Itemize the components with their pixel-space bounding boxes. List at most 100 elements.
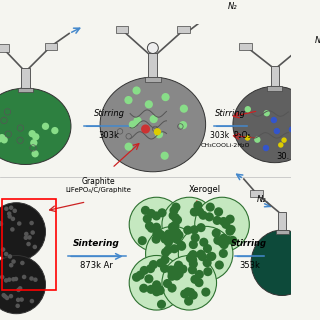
Circle shape	[152, 212, 161, 220]
Circle shape	[179, 121, 187, 129]
Circle shape	[51, 127, 59, 134]
Circle shape	[170, 244, 179, 253]
Circle shape	[18, 286, 22, 291]
Bar	[116, 26, 128, 34]
Bar	[276, 230, 289, 234]
Circle shape	[274, 128, 280, 134]
Circle shape	[27, 235, 32, 240]
Bar	[44, 43, 57, 50]
Circle shape	[146, 226, 200, 281]
Circle shape	[167, 272, 177, 281]
Circle shape	[33, 245, 37, 249]
Circle shape	[174, 231, 184, 240]
Circle shape	[0, 220, 2, 225]
Circle shape	[189, 291, 198, 300]
Circle shape	[174, 260, 183, 270]
Text: 303k  P₂O₅: 303k P₂O₅	[210, 131, 251, 140]
Circle shape	[180, 105, 188, 113]
Circle shape	[9, 205, 13, 210]
Circle shape	[7, 214, 12, 219]
Circle shape	[264, 110, 270, 116]
Circle shape	[148, 43, 158, 53]
Circle shape	[15, 304, 20, 308]
Circle shape	[145, 100, 153, 108]
Circle shape	[136, 271, 145, 280]
Bar	[18, 88, 33, 92]
Bar	[278, 212, 286, 230]
Circle shape	[132, 86, 141, 95]
Circle shape	[189, 240, 198, 249]
Circle shape	[213, 236, 222, 245]
Circle shape	[172, 235, 182, 244]
Circle shape	[9, 294, 13, 299]
Circle shape	[156, 259, 165, 268]
Circle shape	[225, 227, 235, 236]
Circle shape	[42, 123, 49, 130]
Text: Sintering: Sintering	[73, 239, 120, 248]
Circle shape	[129, 121, 137, 129]
Circle shape	[20, 261, 25, 265]
Circle shape	[30, 299, 34, 303]
Circle shape	[177, 241, 186, 250]
Circle shape	[172, 271, 181, 281]
Circle shape	[164, 245, 172, 254]
Circle shape	[24, 236, 28, 240]
Circle shape	[172, 203, 180, 212]
Circle shape	[188, 256, 197, 265]
Circle shape	[199, 211, 208, 220]
Circle shape	[188, 265, 197, 275]
Circle shape	[129, 255, 184, 310]
Circle shape	[195, 207, 204, 216]
Circle shape	[124, 96, 132, 104]
Circle shape	[212, 228, 221, 237]
Circle shape	[26, 242, 31, 246]
Circle shape	[219, 217, 228, 226]
Circle shape	[155, 286, 164, 295]
Circle shape	[0, 222, 3, 226]
Circle shape	[10, 227, 15, 232]
Circle shape	[206, 203, 215, 212]
Circle shape	[212, 216, 222, 225]
Text: 30.: 30.	[276, 152, 289, 161]
Circle shape	[132, 273, 141, 282]
Ellipse shape	[100, 77, 206, 172]
Circle shape	[154, 128, 161, 135]
Text: Stirring: Stirring	[94, 109, 125, 118]
Circle shape	[161, 93, 170, 101]
Circle shape	[12, 209, 17, 213]
Circle shape	[295, 104, 301, 110]
Circle shape	[172, 264, 182, 273]
Circle shape	[188, 250, 197, 259]
Circle shape	[155, 285, 164, 294]
Text: Stirring: Stirring	[231, 239, 267, 248]
Circle shape	[19, 297, 24, 302]
Circle shape	[164, 229, 173, 238]
Circle shape	[22, 275, 26, 279]
Bar	[177, 26, 190, 34]
Text: CH₃COOLi·2H₂O: CH₃COOLi·2H₂O	[201, 143, 250, 148]
Circle shape	[0, 135, 3, 142]
Circle shape	[167, 265, 176, 275]
Circle shape	[299, 127, 305, 133]
Circle shape	[11, 259, 16, 264]
Bar	[268, 86, 282, 91]
Circle shape	[145, 221, 154, 230]
Circle shape	[160, 255, 170, 264]
Circle shape	[7, 211, 12, 216]
Circle shape	[143, 214, 152, 223]
Circle shape	[141, 206, 150, 215]
Circle shape	[244, 106, 251, 112]
Circle shape	[11, 277, 16, 282]
Circle shape	[162, 255, 217, 310]
Circle shape	[178, 265, 188, 274]
Circle shape	[226, 215, 235, 224]
Circle shape	[0, 203, 45, 261]
Circle shape	[206, 252, 215, 261]
Circle shape	[219, 234, 228, 243]
Circle shape	[155, 130, 163, 138]
Circle shape	[4, 252, 8, 256]
Circle shape	[168, 269, 177, 278]
Circle shape	[190, 207, 199, 217]
Circle shape	[1, 247, 5, 252]
Text: N₂: N₂	[257, 195, 266, 204]
